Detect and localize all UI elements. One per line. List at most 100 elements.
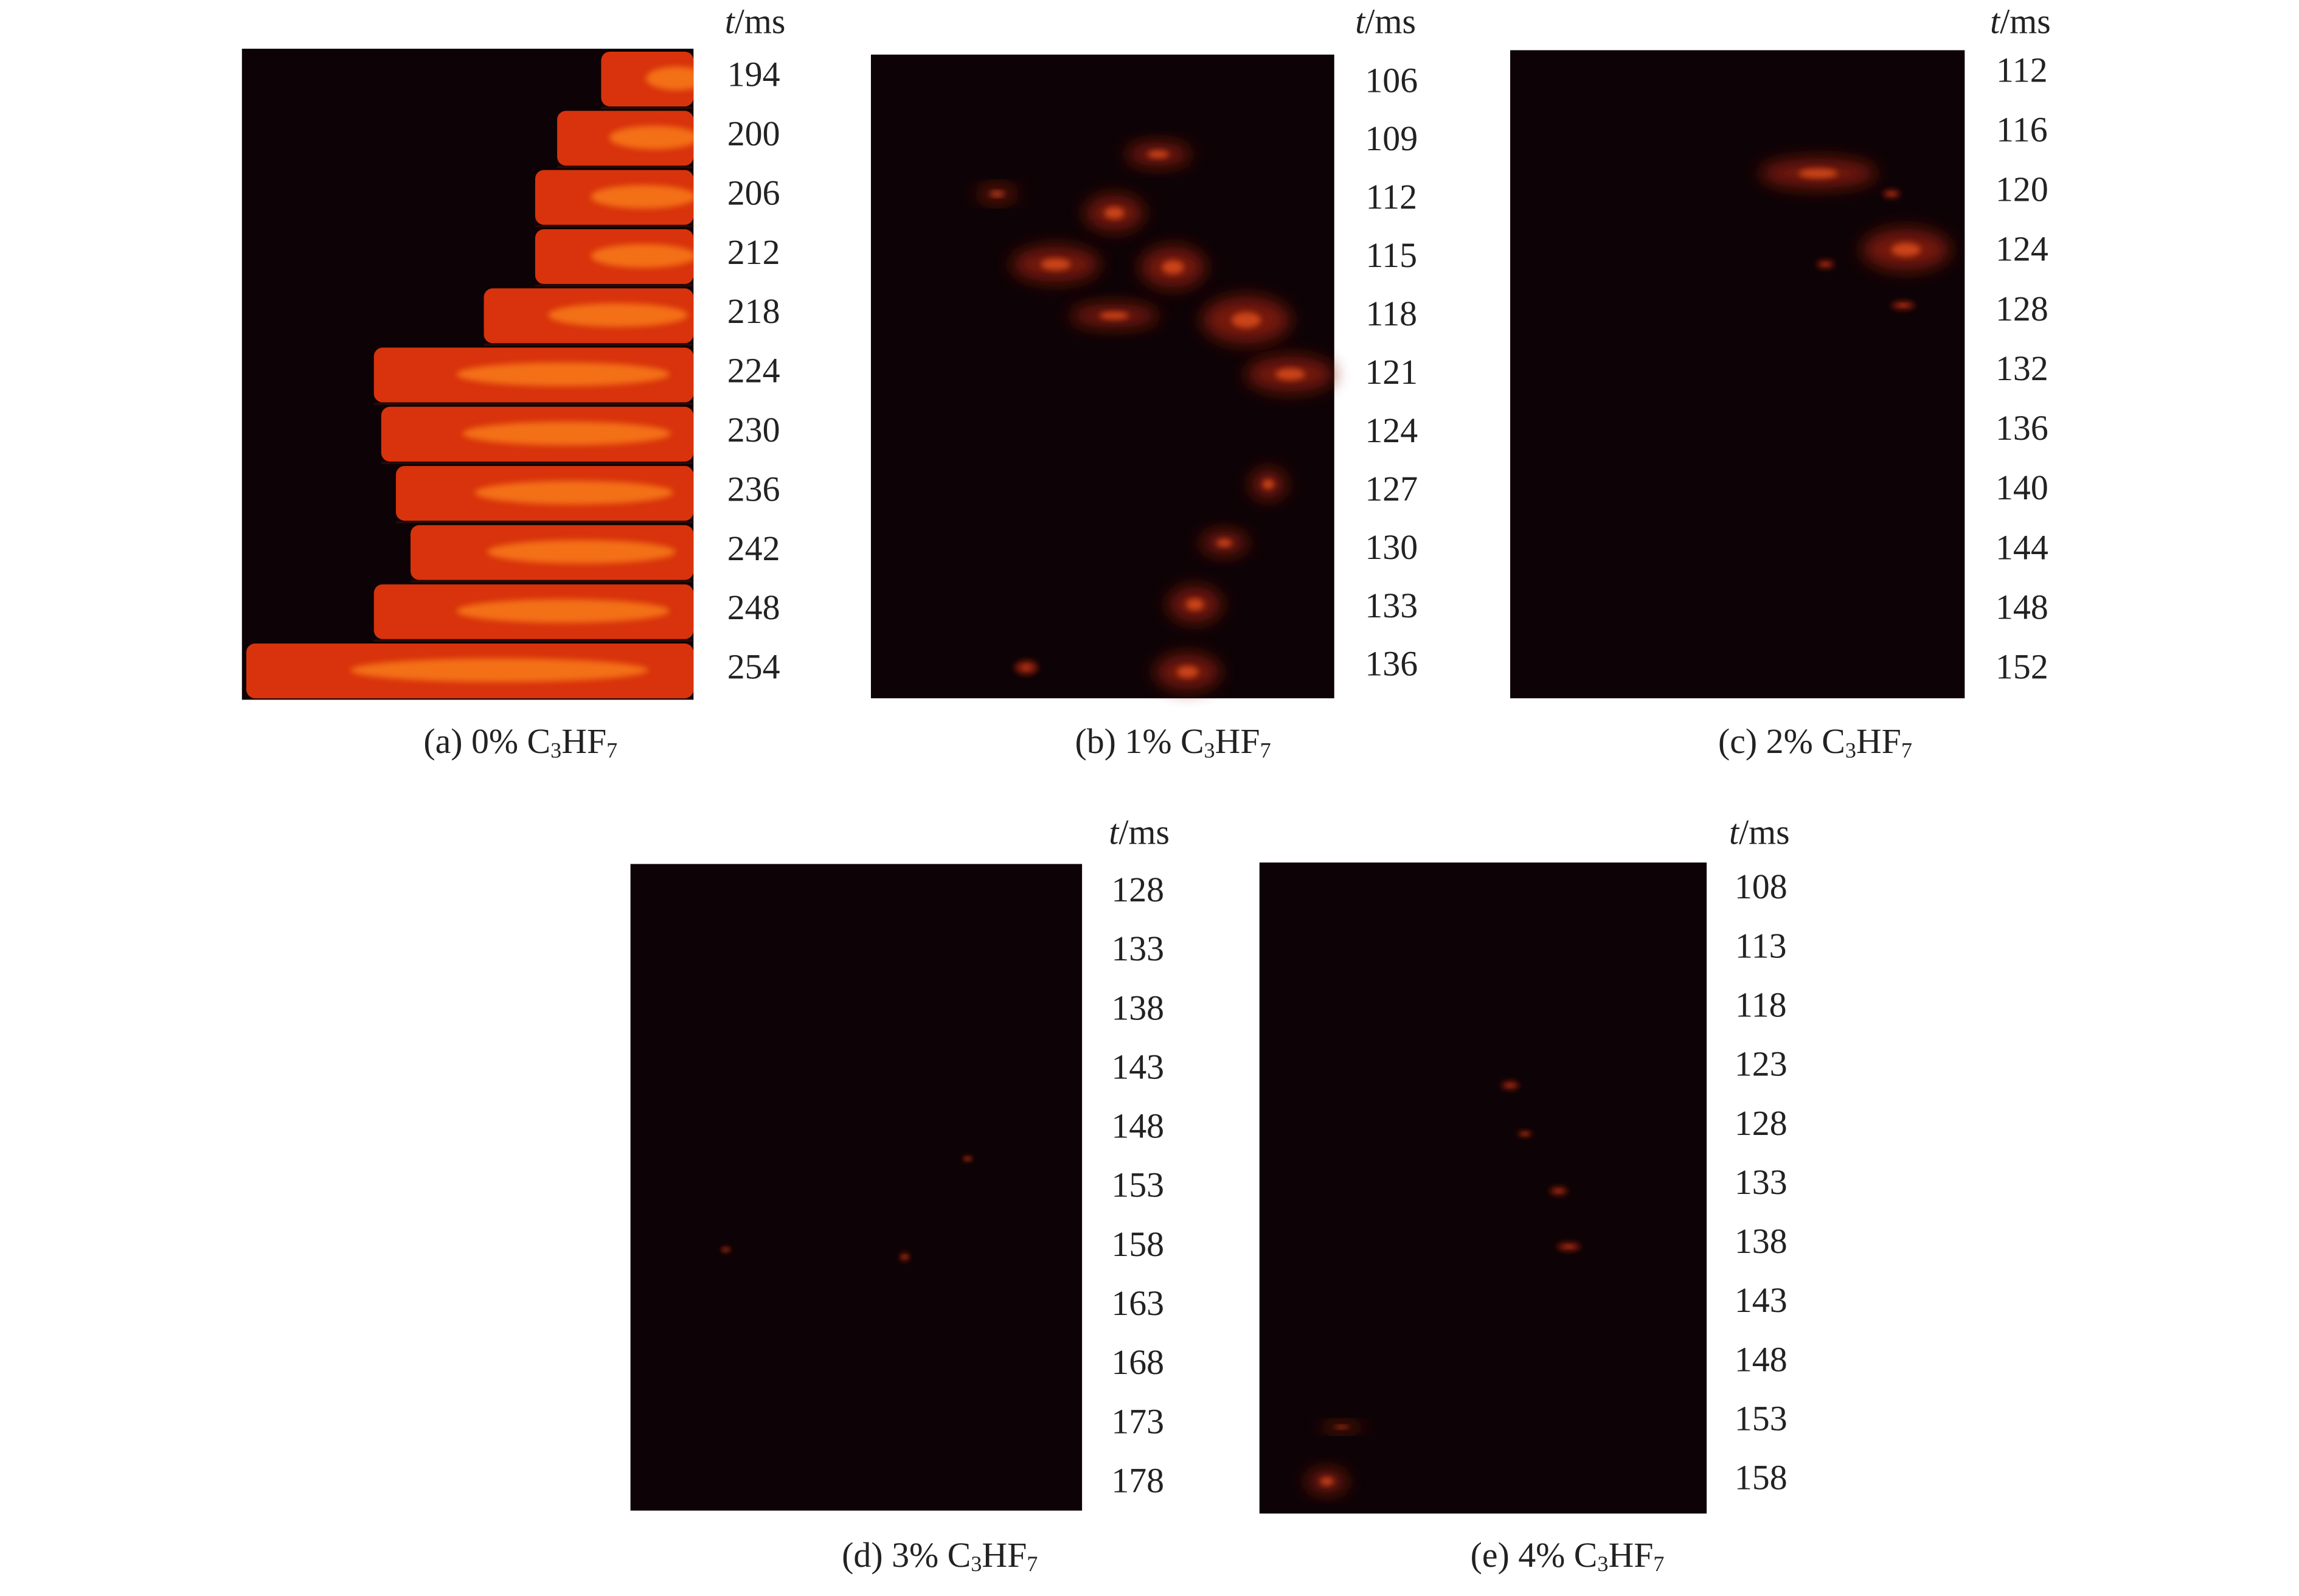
flame-glow bbox=[591, 244, 694, 268]
caption: (e) 4% C3HF7 bbox=[1471, 1535, 1665, 1576]
time-label: 212 bbox=[727, 232, 780, 272]
flame-core bbox=[1232, 312, 1261, 328]
time-label: 143 bbox=[1735, 1280, 1788, 1320]
time-label: 168 bbox=[1111, 1342, 1164, 1382]
flame-glow bbox=[487, 540, 676, 564]
flame-core bbox=[1565, 1245, 1573, 1249]
caption-text: (e) 4% C bbox=[1471, 1535, 1598, 1575]
time-label: 136 bbox=[1996, 408, 2048, 448]
time-label: 254 bbox=[727, 647, 780, 687]
flame-core bbox=[1186, 598, 1204, 611]
flame-glow bbox=[591, 185, 694, 209]
time-label: 115 bbox=[1365, 235, 1417, 275]
caption-subscript: 7 bbox=[1260, 738, 1271, 763]
time-label: 163 bbox=[1111, 1283, 1164, 1323]
flame-core bbox=[1891, 243, 1921, 257]
time-unit: t/ms bbox=[1109, 813, 1170, 852]
caption: (c) 2% C3HF7 bbox=[1718, 721, 1912, 762]
time-label: 109 bbox=[1365, 119, 1418, 158]
flame-glow bbox=[350, 658, 648, 682]
time-label: 128 bbox=[1996, 289, 2048, 328]
time-label: 121 bbox=[1365, 352, 1418, 392]
time-symbol: t bbox=[1990, 2, 2001, 41]
panel: t/ms 128 133 138 143 148 153 158 163 168 173 178 (d)… bbox=[630, 813, 1170, 1577]
flame-core bbox=[1899, 304, 1907, 307]
image-background bbox=[1510, 50, 1965, 699]
time-label: 138 bbox=[1111, 988, 1164, 1027]
time-label: 153 bbox=[1111, 1165, 1164, 1205]
time-unit: t/ms bbox=[1990, 2, 2051, 41]
time-label: 153 bbox=[1735, 1399, 1788, 1438]
time-label: 144 bbox=[1996, 527, 2048, 567]
time-label: 224 bbox=[727, 351, 780, 390]
caption-subscript: 7 bbox=[1901, 738, 1912, 763]
time-label: 242 bbox=[727, 529, 780, 568]
time-label: 130 bbox=[1365, 527, 1418, 567]
flame-core bbox=[990, 191, 1004, 196]
time-label: 113 bbox=[1735, 926, 1787, 965]
time-label: 112 bbox=[1365, 177, 1417, 217]
time-label: 116 bbox=[1996, 110, 2048, 150]
flame-image bbox=[241, 49, 694, 700]
caption-subscript: 7 bbox=[606, 738, 617, 763]
flame-core bbox=[1507, 1084, 1513, 1087]
caption-subscript: 7 bbox=[1653, 1552, 1664, 1577]
caption-subscript: 3 bbox=[550, 738, 561, 763]
flame-core bbox=[1216, 539, 1232, 547]
flame-core bbox=[1275, 368, 1305, 380]
flame-core bbox=[1041, 258, 1070, 271]
time-label: 133 bbox=[1365, 586, 1418, 625]
time-label: 108 bbox=[1735, 867, 1788, 906]
time-symbol: t bbox=[725, 2, 736, 41]
image-background bbox=[1259, 862, 1707, 1514]
time-unit: t/ms bbox=[1355, 2, 1416, 41]
time-label: 152 bbox=[1996, 647, 2048, 687]
time-label: 112 bbox=[1996, 50, 2048, 89]
caption-text: (b) 1% C bbox=[1075, 721, 1204, 761]
time-label: 118 bbox=[1735, 985, 1787, 1024]
caption-subscript: 3 bbox=[971, 1552, 982, 1577]
flame-strips bbox=[246, 51, 694, 700]
time-label: 124 bbox=[1996, 229, 2048, 269]
flame-core bbox=[1177, 666, 1199, 678]
flame-core bbox=[1555, 1189, 1562, 1193]
time-unit-text: /ms bbox=[1118, 813, 1170, 852]
panel: t/ms 106 109 112 115 118 121 124 127 130 133 136 (b)… bbox=[870, 2, 1418, 763]
time-unit-text: /ms bbox=[1739, 813, 1790, 852]
time-label: 206 bbox=[727, 173, 780, 212]
time-label: 143 bbox=[1111, 1047, 1164, 1086]
caption-text: (c) 2% C bbox=[1718, 721, 1845, 761]
flame-image bbox=[870, 54, 1334, 699]
flame-image bbox=[630, 864, 1083, 1511]
time-unit-text: /ms bbox=[2000, 2, 2051, 41]
time-label: 194 bbox=[727, 55, 780, 94]
flame-core bbox=[1104, 207, 1125, 219]
time-label: 148 bbox=[1996, 587, 2048, 626]
time-label: 158 bbox=[1735, 1458, 1788, 1497]
caption-subscript: 3 bbox=[1597, 1552, 1608, 1577]
time-label: 148 bbox=[1735, 1339, 1788, 1379]
caption-text: (d) 3% C bbox=[842, 1535, 971, 1575]
caption-text: HF bbox=[982, 1535, 1027, 1575]
time-label: 136 bbox=[1365, 644, 1418, 684]
time-label: 133 bbox=[1111, 929, 1164, 968]
time-label: 173 bbox=[1111, 1401, 1164, 1441]
caption-subscript: 3 bbox=[1845, 738, 1856, 763]
time-unit-text: /ms bbox=[735, 2, 786, 41]
time-symbol: t bbox=[1109, 813, 1120, 852]
time-label: 236 bbox=[727, 469, 780, 508]
time-label: 120 bbox=[1996, 170, 2048, 209]
caption-text: HF bbox=[561, 721, 606, 761]
time-label: 148 bbox=[1111, 1106, 1164, 1146]
time-unit: t/ms bbox=[1729, 813, 1790, 852]
flame-glow bbox=[456, 599, 670, 623]
flame-core bbox=[1798, 168, 1838, 179]
time-unit-text: /ms bbox=[1365, 2, 1416, 41]
flame-core bbox=[1320, 1477, 1334, 1485]
time-label: 133 bbox=[1735, 1162, 1788, 1202]
flame-core bbox=[1334, 1425, 1349, 1429]
time-label: 132 bbox=[1996, 349, 2048, 388]
time-label: 158 bbox=[1111, 1224, 1164, 1264]
flame-core bbox=[1822, 263, 1829, 266]
